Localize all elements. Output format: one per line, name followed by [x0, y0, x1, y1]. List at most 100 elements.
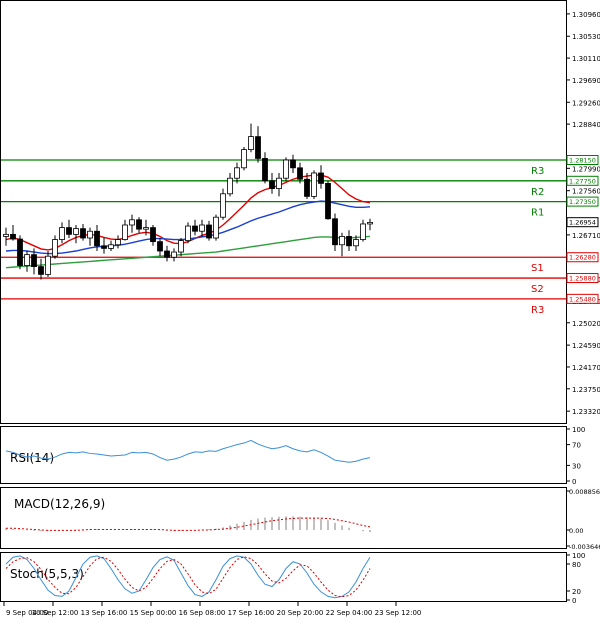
- level-label: S2: [531, 284, 544, 295]
- price-tick-label: 1.26710: [572, 232, 600, 240]
- candle-body: [24, 254, 30, 266]
- level-price-tag-text: 1.25880: [569, 275, 596, 283]
- rsi-line: [5, 439, 371, 463]
- candlesticks: [3, 123, 373, 280]
- current-price-tag: [566, 217, 599, 228]
- candle-body: [136, 219, 142, 230]
- candle-body: [318, 172, 324, 184]
- candle-body: [115, 239, 121, 246]
- current-price-text: 1.26954: [569, 219, 596, 227]
- time-tick-label: 13 Sep 16:00: [81, 609, 128, 617]
- candle-body: [66, 227, 72, 235]
- time-tick-label: 9 Sep 04:00: [6, 609, 48, 617]
- candle-body: [367, 221, 373, 225]
- candle-body: [178, 240, 184, 253]
- candle-body: [80, 228, 86, 239]
- time-tick-label: 10 Sep 12:00: [32, 609, 79, 617]
- candle-body: [101, 245, 107, 249]
- candle-body: [185, 225, 191, 241]
- candle-body: [164, 250, 170, 258]
- level-price-tag: [566, 293, 599, 304]
- level-price-tags: 1.28150 1.27750 1.27350 1.26280 1.25880 1.254…: [566, 155, 599, 304]
- candle-body: [45, 255, 51, 275]
- stoch-title: Stoch(5,5,3): [10, 567, 84, 581]
- level-price-tag-text: 1.27750: [569, 177, 596, 185]
- candle-body: [304, 178, 310, 197]
- candle-body: [129, 219, 135, 226]
- candle-body: [171, 251, 177, 258]
- level-price-tag-text: 1.27350: [569, 198, 596, 206]
- price-tick-label: 1.27560: [572, 188, 600, 196]
- stoch-tick-label: 0: [572, 597, 576, 605]
- candle-body: [353, 239, 359, 247]
- level-label: R3: [531, 305, 544, 316]
- candle-body: [290, 159, 296, 169]
- candle-body: [311, 172, 317, 197]
- candle-body: [31, 254, 37, 267]
- candle-body: [220, 193, 226, 218]
- candle-body: [94, 230, 100, 247]
- candle-body: [10, 233, 16, 240]
- candle-body: [3, 233, 9, 237]
- candle-body: [269, 180, 275, 190]
- candle-body: [346, 236, 352, 247]
- level-price-tag: [566, 196, 599, 207]
- candle-body: [38, 266, 44, 275]
- macd-tick-label: -0.003646: [569, 543, 600, 551]
- stoch-tick-label: 100: [572, 552, 585, 560]
- candle-body: [143, 227, 149, 230]
- candle-body: [234, 167, 240, 179]
- candle-body: [297, 167, 303, 180]
- candle-body: [360, 223, 366, 240]
- candle-body: [150, 227, 156, 243]
- ma-slow-line: [5, 235, 371, 269]
- level-price-tag: [566, 273, 599, 284]
- candle-body: [206, 224, 212, 239]
- price-tick-label: 1.23750: [572, 386, 600, 394]
- candle-body: [332, 218, 338, 246]
- price-tick-label: 1.28840: [572, 121, 600, 129]
- candle-body: [73, 228, 79, 235]
- candle-body: [59, 227, 65, 240]
- level-label: R3: [531, 166, 544, 177]
- candle-body: [199, 224, 205, 232]
- price-tick-label: 1.30530: [572, 33, 600, 41]
- price-tick-label: 1.24170: [572, 364, 600, 372]
- time-tick-label: 22 Sep 04:00: [326, 609, 373, 617]
- price-tick-label: 1.23320: [572, 408, 600, 416]
- level-price-tag-text: 1.28150: [569, 157, 596, 165]
- stoch-d-line: [5, 556, 371, 598]
- stoch-tick-label: 80: [572, 561, 581, 569]
- price-tick-label: 1.30960: [572, 11, 600, 19]
- level-label: R2: [531, 187, 544, 198]
- price-tick-label: 1.25020: [572, 320, 600, 328]
- panel-frames: [0, 0, 567, 602]
- candle-body: [262, 158, 268, 182]
- macd-panel: MACD(12,26,9) 0.008856 0.00 -0.003646: [5, 488, 600, 551]
- candle-body: [87, 230, 93, 239]
- candle-body: [192, 225, 198, 232]
- candle-body: [325, 182, 331, 220]
- candle-body: [339, 236, 345, 246]
- rsi-tick-label: 70: [572, 442, 581, 450]
- stoch-tick-label: 20: [572, 588, 581, 596]
- price-panel-frame: [0, 0, 567, 424]
- level-label: S1: [531, 263, 544, 274]
- time-tick-label: 16 Sep 08:00: [179, 609, 226, 617]
- time-tick-label: 23 Sep 12:00: [375, 609, 422, 617]
- level-price-tag-text: 1.26280: [569, 254, 596, 262]
- rsi-tick-label: 30: [572, 462, 581, 470]
- price-tick-label: 1.24590: [572, 342, 600, 350]
- candle-body: [52, 239, 58, 257]
- rsi-title: RSI(14): [10, 451, 54, 465]
- level-label: R1: [531, 208, 544, 219]
- macd-signal-line: [6, 517, 371, 531]
- candle-body: [255, 136, 261, 159]
- macd-title: MACD(12,26,9): [14, 497, 105, 511]
- rsi-panel-frame: [0, 426, 567, 484]
- time-tick-label: 15 Sep 00:00: [130, 609, 177, 617]
- candle-body: [108, 244, 114, 249]
- rsi-panel: RSI(14) 100 70 30 0: [5, 426, 585, 486]
